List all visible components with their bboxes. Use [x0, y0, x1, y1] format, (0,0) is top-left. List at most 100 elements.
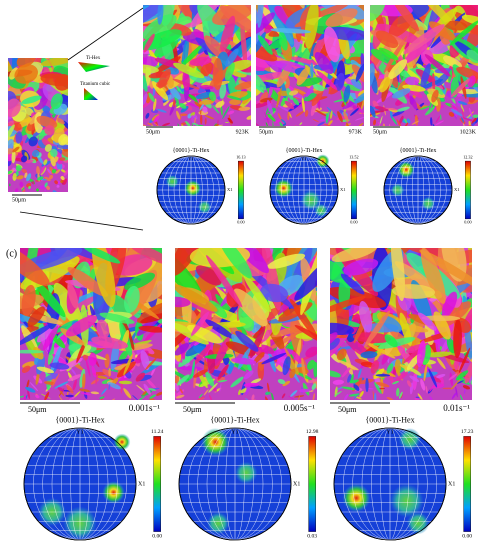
- zoom-line: [19, 211, 144, 231]
- pole-figure-outline: [383, 155, 453, 225]
- grain: [441, 291, 458, 318]
- grain: [176, 374, 190, 386]
- grain: [240, 19, 248, 68]
- grain: [123, 388, 132, 399]
- grain: [452, 111, 457, 120]
- grain: [143, 93, 148, 106]
- grain: [192, 122, 199, 126]
- grain: [112, 377, 119, 385]
- condition-label: 1023K: [460, 129, 477, 135]
- grain: [375, 373, 391, 377]
- grain: [8, 98, 21, 118]
- grain: [343, 393, 349, 400]
- grain: [162, 122, 171, 127]
- grain: [47, 168, 52, 175]
- grain: [225, 48, 239, 67]
- grain: [151, 81, 169, 101]
- grain: [198, 393, 203, 399]
- grain: [44, 391, 50, 400]
- grain: [44, 381, 56, 385]
- pole-figure-outline: [178, 427, 292, 541]
- pole-density: [342, 484, 371, 512]
- grain: [25, 159, 34, 164]
- grain: [108, 383, 111, 391]
- grain: [51, 373, 60, 388]
- grain: [341, 366, 352, 378]
- grain: [218, 248, 252, 279]
- grain: [44, 125, 55, 136]
- pole-density: [300, 190, 321, 211]
- grain: [152, 98, 157, 112]
- grain: [61, 179, 65, 182]
- grain: [35, 372, 40, 385]
- pole-density: [201, 428, 230, 456]
- grain: [457, 101, 468, 106]
- ebsd-map: [143, 5, 251, 130]
- grain: [256, 31, 266, 54]
- grain: [428, 21, 456, 41]
- grain: [49, 362, 70, 370]
- grain: [246, 114, 251, 120]
- grain: [442, 387, 454, 390]
- pole-density: [274, 178, 294, 198]
- grain: [274, 119, 281, 124]
- grain: [374, 106, 389, 112]
- grain: [390, 5, 420, 32]
- grain: [350, 108, 359, 116]
- grain: [404, 118, 408, 124]
- grain: [443, 55, 462, 69]
- grain: [257, 35, 273, 55]
- condition-label: 0.01s⁻¹: [443, 403, 470, 413]
- grain: [343, 85, 351, 103]
- pole-figure-title: {0001}-Ti-Hex: [286, 148, 323, 154]
- grain: [266, 5, 295, 48]
- grain: [234, 81, 251, 90]
- grain: [208, 382, 218, 393]
- grain: [123, 353, 133, 376]
- grain: [399, 115, 404, 125]
- grain: [391, 116, 398, 125]
- grain: [379, 76, 391, 93]
- grain: [316, 70, 338, 90]
- grain: [46, 185, 50, 190]
- grain: [140, 312, 162, 324]
- grain: [21, 187, 25, 192]
- pole-axis-label: Y1: [301, 156, 307, 161]
- grain: [425, 351, 452, 358]
- grain: [26, 173, 32, 182]
- grain: [409, 95, 418, 110]
- grain: [179, 103, 187, 109]
- grain: [375, 382, 390, 388]
- grain: [82, 248, 121, 264]
- grain: [215, 100, 225, 108]
- grain: [293, 88, 306, 95]
- grain: [335, 72, 345, 91]
- grain: [267, 113, 276, 122]
- grain: [460, 103, 465, 113]
- grain: [304, 109, 309, 117]
- grain: [424, 54, 451, 77]
- grain: [303, 92, 317, 102]
- grain: [356, 379, 374, 385]
- grain: [156, 108, 167, 113]
- grain: [193, 368, 197, 389]
- grain: [429, 385, 435, 392]
- grain: [176, 110, 181, 120]
- grain: [358, 300, 373, 333]
- grain: [20, 248, 50, 286]
- grain: [351, 78, 362, 90]
- grain: [185, 120, 191, 127]
- grain: [227, 117, 233, 124]
- grain: [256, 42, 278, 62]
- grain: [173, 62, 205, 79]
- ebsd-map: [20, 248, 162, 400]
- grain: [370, 5, 386, 22]
- color-bar-min: 0.03: [307, 534, 317, 540]
- grain: [343, 111, 349, 123]
- grain: [209, 91, 217, 102]
- grain: [411, 120, 420, 125]
- grain: [156, 391, 162, 396]
- pole-axis-label: X1: [138, 481, 145, 487]
- grain: [350, 379, 359, 384]
